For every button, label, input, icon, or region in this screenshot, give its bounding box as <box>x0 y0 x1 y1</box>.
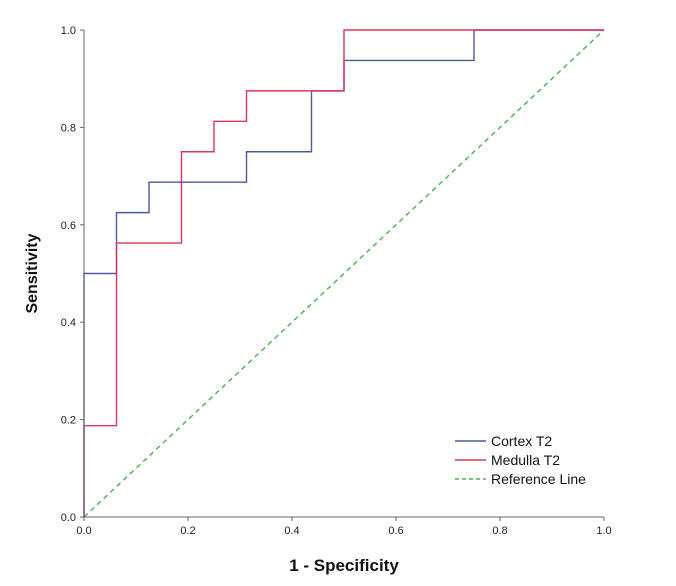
x-tick-label: 0.0 <box>76 525 91 537</box>
y-tick-label: 0.6 <box>61 220 76 232</box>
axes <box>83 30 604 518</box>
series-line-medulla-t2 <box>83 29 604 517</box>
y-tick-label: 0.4 <box>61 317 76 329</box>
x-axis-title: 1 - Specificity <box>289 556 399 575</box>
series-layer <box>83 29 605 518</box>
legend-label: Medulla T2 <box>491 452 560 468</box>
x-tick-label: 0.8 <box>492 525 507 537</box>
x-tick-label: 0.4 <box>284 525 299 537</box>
y-tick-label: 1.0 <box>61 25 76 37</box>
x-tick-label: 0.6 <box>388 525 403 537</box>
tick-labels: 0.0 0.2 0.4 0.6 0.8 1.0 0.0 0.2 0.4 0.6 0.8 1.0 <box>61 25 612 537</box>
x-tick-label: 0.2 <box>180 525 195 537</box>
y-tick-label: 0.0 <box>61 512 76 524</box>
legend: Cortex T2 Medulla T2 Reference Line <box>455 433 586 487</box>
legend-label: Cortex T2 <box>491 433 552 449</box>
y-axis-title: Sensitivity <box>24 233 41 313</box>
y-tick-label: 0.8 <box>61 122 76 134</box>
x-tick-label: 1.0 <box>596 525 611 537</box>
legend-label: Reference Line <box>491 471 586 487</box>
y-tick-label: 0.2 <box>61 415 76 427</box>
series-line-reference-line <box>83 29 605 518</box>
